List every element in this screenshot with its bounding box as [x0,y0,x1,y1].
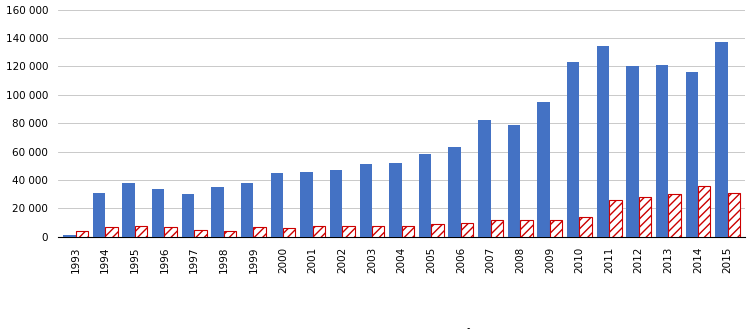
Bar [152,189,164,237]
Bar [698,186,710,237]
Bar [686,72,698,237]
Bar [300,171,312,237]
Bar [508,125,520,237]
Bar [520,220,532,237]
Bar [224,231,237,237]
Bar [105,227,118,237]
Bar [626,66,639,237]
Bar [580,217,592,237]
Bar [431,224,444,237]
Bar [448,147,461,237]
Bar [728,193,740,237]
Bar [490,220,503,237]
Bar [182,194,194,237]
Bar [76,231,88,237]
Bar [538,102,550,237]
Bar [63,236,76,237]
Bar [550,220,562,237]
Bar [715,42,728,237]
Bar [283,228,295,237]
Bar [419,155,431,237]
Bar [93,193,105,237]
Bar [253,227,266,237]
Bar [164,227,177,237]
Bar [668,194,681,237]
Bar [211,187,224,237]
Bar [330,170,342,237]
Bar [567,62,580,237]
Bar [596,46,609,237]
Bar [194,230,207,237]
Bar [639,197,651,237]
Bar [478,120,490,237]
Bar [241,183,253,237]
Bar [135,225,147,237]
Bar [609,200,622,237]
Bar [360,164,372,237]
Bar [461,223,473,237]
Bar [402,225,414,237]
Bar [656,65,668,237]
Bar [270,173,283,237]
Bar [122,183,135,237]
Bar [312,225,325,237]
Bar [342,225,354,237]
Bar [372,225,385,237]
Bar [389,163,402,237]
